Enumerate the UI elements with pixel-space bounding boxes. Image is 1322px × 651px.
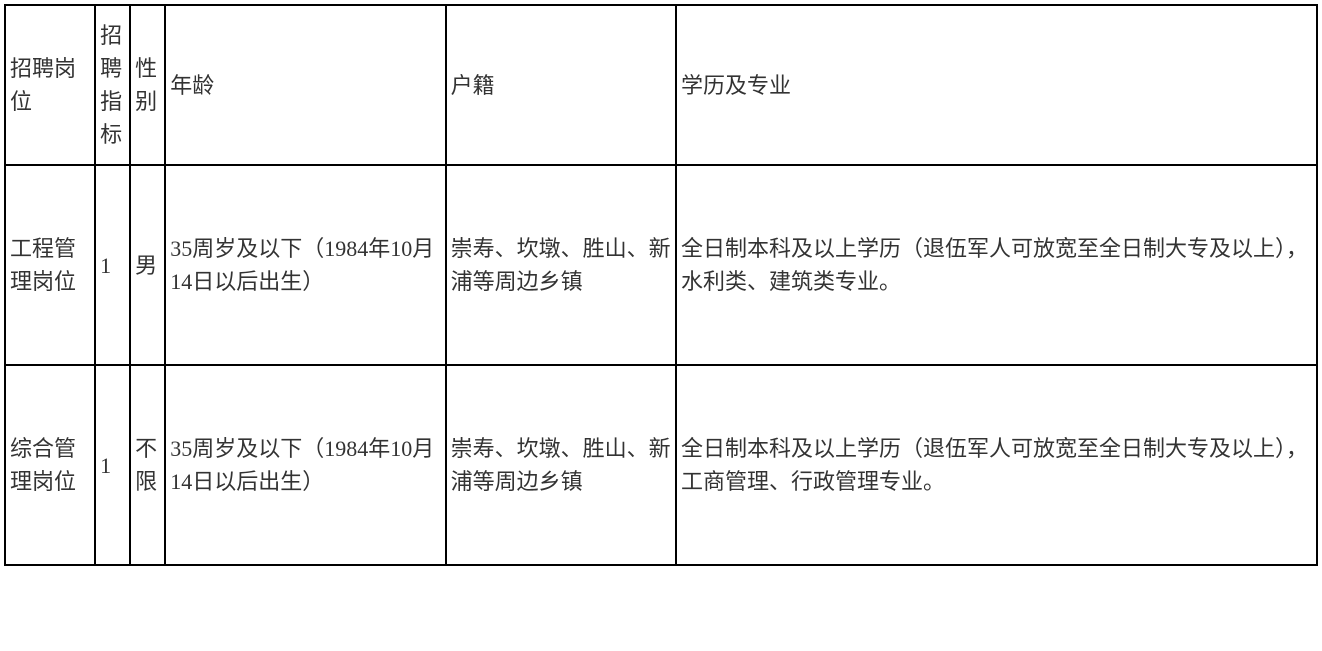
recruitment-table: 招聘岗位 招聘指标 性别 年龄 户籍 学历及专业 工程管理岗位 1 男 35周岁… <box>4 4 1318 566</box>
header-gender: 性别 <box>130 5 165 165</box>
cell-age: 35周岁及以下（1984年10月14日以后出生） <box>165 165 445 365</box>
header-residence: 户籍 <box>446 5 676 165</box>
header-position: 招聘岗位 <box>5 5 95 165</box>
cell-education: 全日制本科及以上学历（退伍军人可放宽至全日制大专及以上），工商管理、行政管理专业… <box>676 365 1317 565</box>
header-quota: 招聘指标 <box>95 5 130 165</box>
cell-gender: 男 <box>130 165 165 365</box>
table-row: 综合管理岗位 1 不限 35周岁及以下（1984年10月14日以后出生） 崇寿、… <box>5 365 1317 565</box>
cell-position: 工程管理岗位 <box>5 165 95 365</box>
table-header-row: 招聘岗位 招聘指标 性别 年龄 户籍 学历及专业 <box>5 5 1317 165</box>
cell-position: 综合管理岗位 <box>5 365 95 565</box>
table-row: 工程管理岗位 1 男 35周岁及以下（1984年10月14日以后出生） 崇寿、坎… <box>5 165 1317 365</box>
cell-quota: 1 <box>95 165 130 365</box>
header-education: 学历及专业 <box>676 5 1317 165</box>
cell-age: 35周岁及以下（1984年10月14日以后出生） <box>165 365 445 565</box>
cell-residence: 崇寿、坎墩、胜山、新浦等周边乡镇 <box>446 365 676 565</box>
cell-gender: 不限 <box>130 365 165 565</box>
header-age: 年龄 <box>165 5 445 165</box>
cell-quota: 1 <box>95 365 130 565</box>
cell-education: 全日制本科及以上学历（退伍军人可放宽至全日制大专及以上），水利类、建筑类专业。 <box>676 165 1317 365</box>
cell-residence: 崇寿、坎墩、胜山、新浦等周边乡镇 <box>446 165 676 365</box>
